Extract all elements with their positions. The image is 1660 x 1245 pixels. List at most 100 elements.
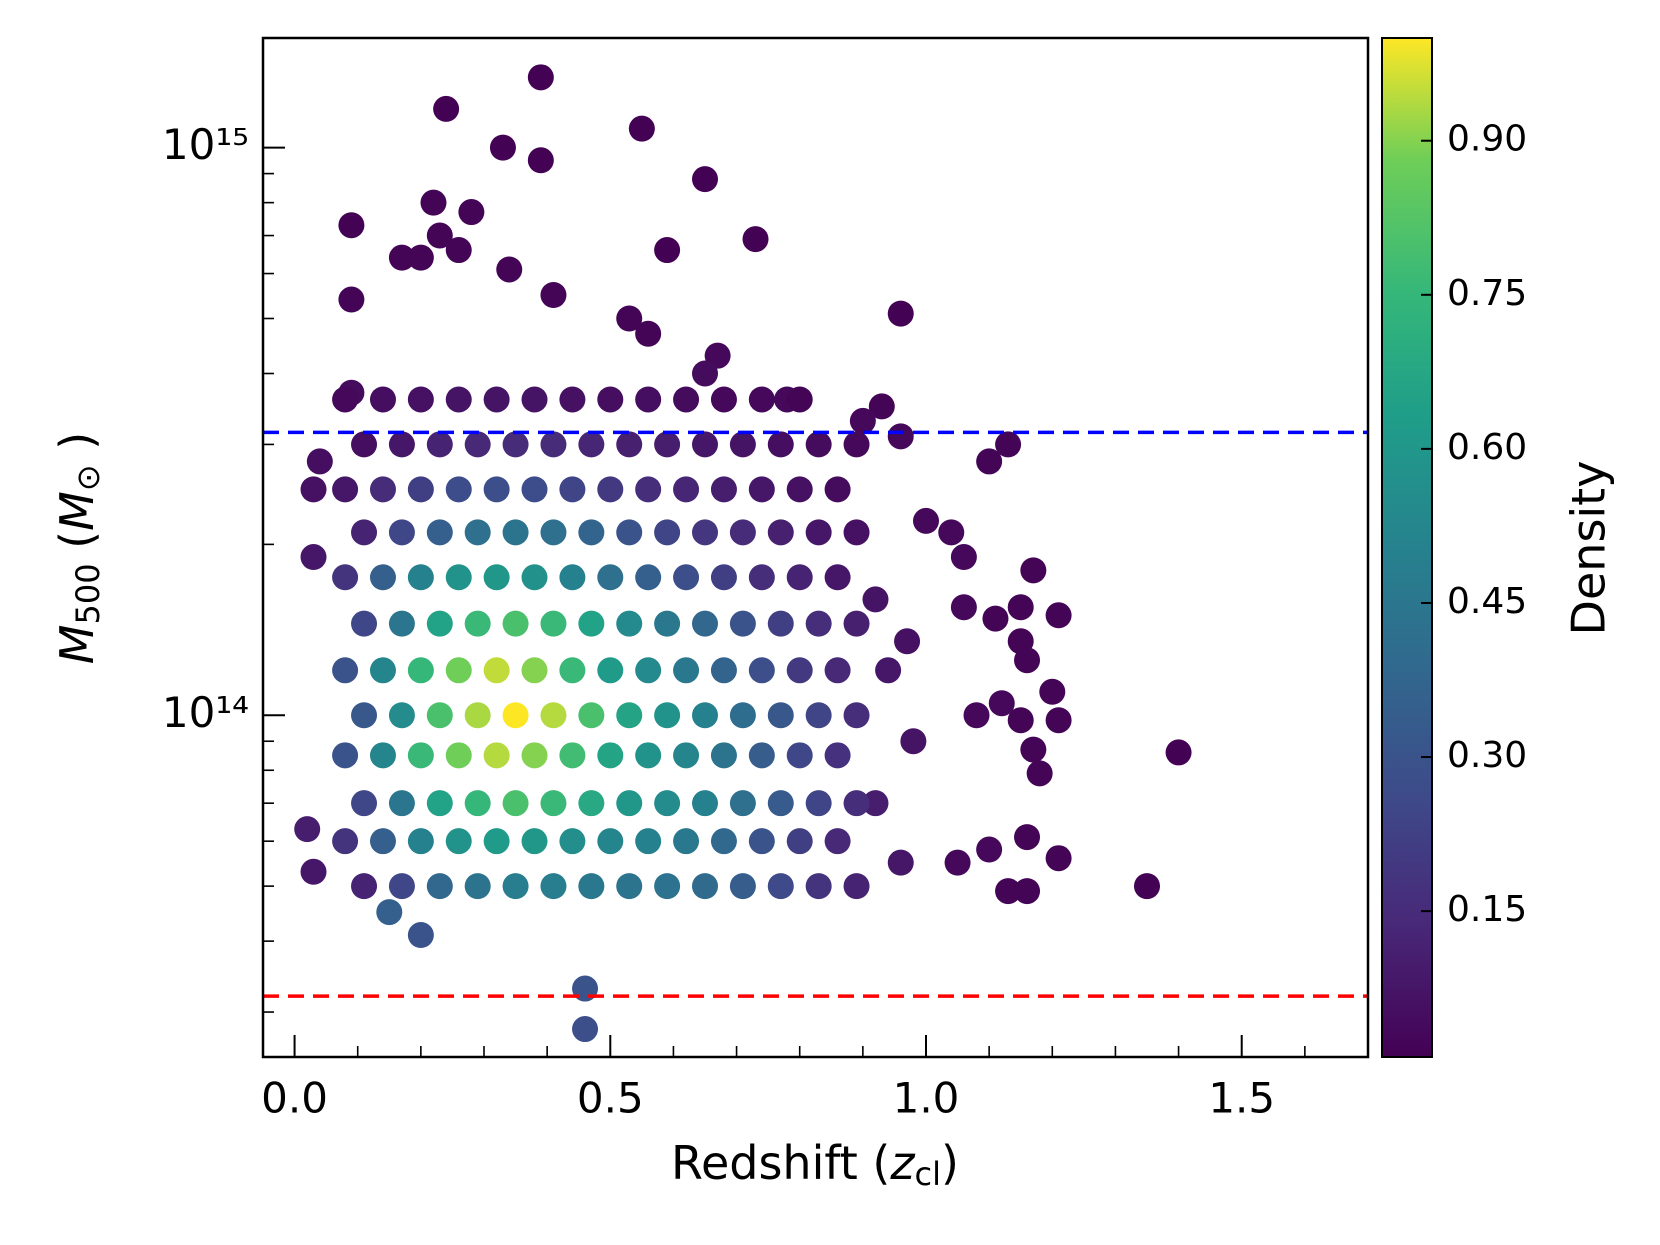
point xyxy=(710,657,737,684)
point xyxy=(332,564,359,591)
point xyxy=(616,431,643,458)
colorbar-tick-label: 0.45 xyxy=(1447,581,1527,622)
point xyxy=(913,507,939,534)
point xyxy=(540,790,567,817)
y-label-var: M xyxy=(50,625,104,665)
point xyxy=(521,386,548,413)
point xyxy=(351,702,378,729)
point xyxy=(673,564,700,591)
point xyxy=(464,610,491,637)
point xyxy=(786,476,813,503)
point xyxy=(673,476,700,503)
point xyxy=(862,790,889,817)
point xyxy=(597,657,624,684)
point xyxy=(748,657,775,684)
point xyxy=(407,742,434,769)
point xyxy=(786,386,813,413)
point xyxy=(628,115,655,142)
point xyxy=(332,742,359,769)
point xyxy=(578,610,605,637)
point xyxy=(748,828,775,855)
point xyxy=(388,431,415,458)
point xyxy=(692,610,718,637)
point xyxy=(805,873,832,900)
x-label-text: Redshift ( xyxy=(671,1136,890,1190)
y-tick-label: 10¹⁴ xyxy=(162,688,249,737)
point xyxy=(843,790,870,817)
point xyxy=(710,476,737,503)
point xyxy=(464,702,491,729)
point xyxy=(673,657,700,684)
point xyxy=(483,564,510,591)
point xyxy=(464,519,491,546)
point xyxy=(559,386,586,413)
point xyxy=(426,519,453,546)
point xyxy=(388,244,415,271)
point xyxy=(597,742,624,769)
x-label-var: z xyxy=(889,1136,915,1190)
point xyxy=(294,816,321,843)
point xyxy=(710,828,737,855)
point xyxy=(616,873,643,900)
point xyxy=(464,790,491,817)
point xyxy=(654,237,681,264)
point xyxy=(805,610,832,637)
point xyxy=(540,431,567,458)
point xyxy=(635,657,662,684)
point xyxy=(692,790,718,817)
point xyxy=(824,564,851,591)
point xyxy=(578,431,605,458)
point xyxy=(887,423,914,450)
point xyxy=(578,790,605,817)
point xyxy=(635,386,662,413)
point xyxy=(407,386,434,413)
point xyxy=(1039,678,1066,705)
point xyxy=(572,1016,599,1043)
point xyxy=(982,605,1009,632)
point xyxy=(332,476,359,503)
point xyxy=(483,386,510,413)
y-axis-label: M500 (M⊙ ) xyxy=(50,432,108,664)
point xyxy=(748,742,775,769)
point xyxy=(559,828,586,855)
point xyxy=(786,828,813,855)
point xyxy=(445,476,472,503)
point xyxy=(483,476,510,503)
point xyxy=(433,95,460,122)
point xyxy=(1020,557,1047,584)
point xyxy=(445,828,472,855)
point xyxy=(369,828,396,855)
point xyxy=(849,407,876,434)
point xyxy=(559,476,586,503)
x-label-sub: cl xyxy=(915,1155,941,1193)
point xyxy=(445,237,472,264)
point xyxy=(332,386,359,413)
point xyxy=(729,431,756,458)
point xyxy=(900,728,927,755)
point xyxy=(369,657,396,684)
point xyxy=(654,431,681,458)
point xyxy=(843,873,870,900)
point xyxy=(824,742,851,769)
point xyxy=(635,828,662,855)
point xyxy=(1134,873,1160,900)
point xyxy=(502,702,529,729)
point xyxy=(673,386,700,413)
point xyxy=(868,393,895,420)
point xyxy=(464,873,491,900)
point xyxy=(1045,602,1072,629)
point xyxy=(805,519,832,546)
point xyxy=(559,657,586,684)
point xyxy=(692,431,718,458)
point xyxy=(635,476,662,503)
point xyxy=(300,476,327,503)
colorbar-tick-label: 0.30 xyxy=(1447,735,1527,776)
point xyxy=(426,431,453,458)
point xyxy=(1007,594,1034,621)
point xyxy=(767,610,794,637)
point xyxy=(496,256,523,283)
points xyxy=(294,64,1192,1043)
point xyxy=(332,828,359,855)
point xyxy=(748,564,775,591)
